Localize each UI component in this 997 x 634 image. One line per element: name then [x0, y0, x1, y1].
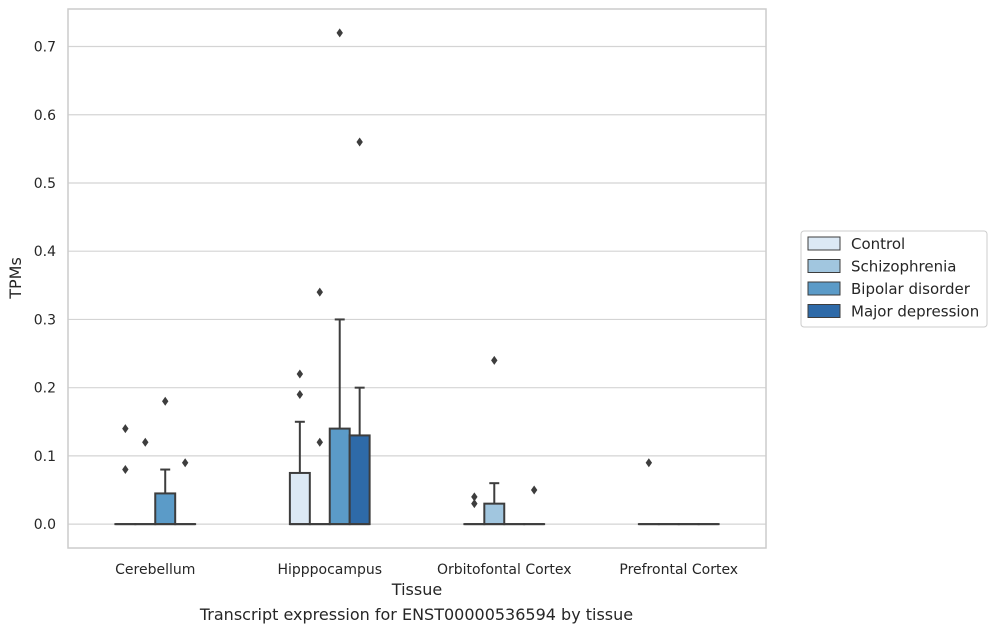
outlier-point: [530, 485, 538, 495]
legend-label: Major depression: [851, 303, 979, 321]
x-tick-label: Hipppocampus: [277, 562, 382, 578]
y-tick-label: 0.6: [34, 108, 56, 124]
y-tick-label: 0.5: [34, 176, 56, 192]
y-axis-ticks: 0.0 0.1 0.2 0.3 0.4 0.5 0.6 0.7: [34, 40, 56, 534]
box-control: [288, 369, 311, 526]
outlier-point: [645, 458, 653, 468]
box-body: [288, 471, 311, 526]
box-body: [483, 502, 506, 526]
outlier-point: [142, 437, 149, 447]
box-plot-series: [114, 28, 720, 526]
outlier-point: [296, 369, 304, 379]
outlier-point: [336, 28, 343, 38]
plot-frame: [67, 8, 767, 549]
y-axis-label: TPMs: [6, 257, 25, 300]
legend-swatch: [807, 236, 841, 251]
outlier-point: [181, 458, 189, 468]
grid-lines: [68, 45, 766, 525]
box-body: [328, 427, 351, 526]
outlier-point: [316, 437, 323, 447]
box-control: [463, 492, 486, 526]
y-tick-label: 0.1: [34, 449, 56, 465]
outlier-point: [122, 424, 129, 434]
box-schizophrenia: [308, 287, 331, 526]
box-schizophrenia: [134, 437, 157, 526]
legend: Control Schizophrenia Bipolar disorder Majo…: [800, 230, 988, 328]
outlier-point: [356, 137, 363, 147]
y-tick-label: 0.7: [34, 40, 56, 56]
outlier-point: [316, 287, 323, 297]
box-control: [637, 458, 660, 526]
legend-frame: [800, 230, 988, 328]
box-major-depression: [523, 485, 546, 526]
x-tick-label: Prefrontal Cortex: [619, 562, 738, 578]
x-tick-label: Orbitofontal Cortex: [437, 562, 572, 578]
outlier-point: [162, 396, 169, 406]
legend-label: Schizophrenia: [851, 258, 956, 276]
legend-label: Control: [851, 235, 905, 253]
box-schizophrenia: [483, 355, 506, 526]
box-bipolar-disorder: [328, 28, 351, 526]
legend-swatch: [807, 281, 841, 296]
y-tick-label: 0.0: [34, 517, 56, 533]
outlier-point: [471, 492, 478, 502]
box-body: [348, 434, 371, 526]
y-tick-label: 0.3: [34, 312, 56, 328]
box-bipolar-disorder: [154, 396, 177, 526]
outlier-point: [471, 499, 478, 509]
box-control: [114, 424, 137, 526]
x-axis-label: Tissue: [391, 580, 442, 599]
x-axis-ticks: Cerebellum Hipppocampus Orbitofontal Corte…: [115, 562, 738, 578]
outlier-point: [296, 389, 304, 399]
box-major-depression: [174, 458, 197, 526]
legend-label: Bipolar disorder: [851, 280, 971, 298]
legend-swatch: [807, 304, 841, 318]
x-tick-label: Cerebellum: [115, 562, 195, 578]
outlier-point: [122, 465, 129, 475]
box-major-depression: [348, 137, 371, 526]
y-tick-label: 0.4: [34, 244, 56, 260]
y-tick-label: 0.2: [34, 381, 56, 397]
box-body: [154, 492, 177, 526]
chart-caption: Transcript expression for ENST0000053659…: [199, 605, 634, 624]
outlier-point: [491, 355, 498, 365]
legend-swatch: [807, 259, 841, 273]
